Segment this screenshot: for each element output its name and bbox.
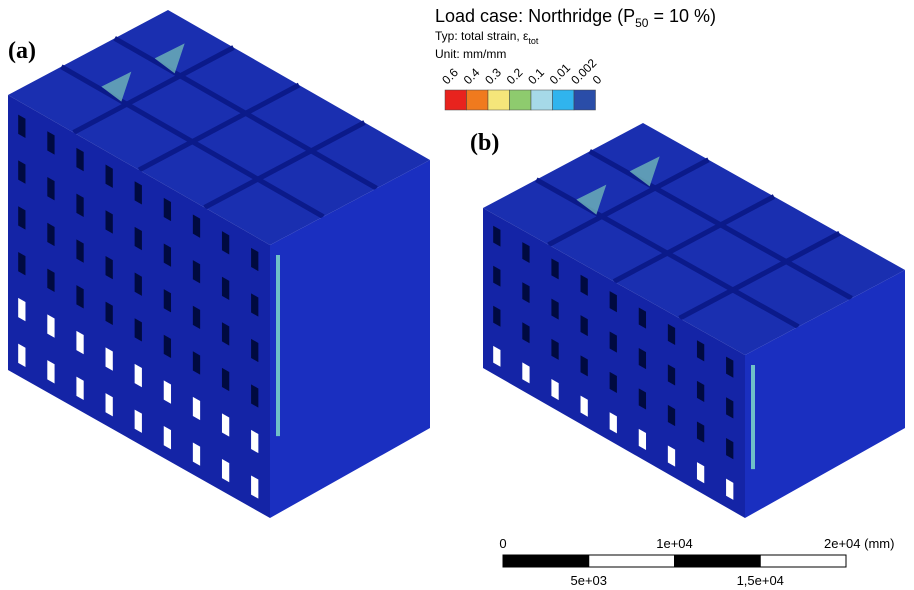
scale-label: 5e+03 [570,573,607,588]
scale-bar: 0 1e+04 2e+04 (mm) 5e+03 1,5e+04 [499,536,894,588]
type-text: Typ: total strain, ε [435,29,529,43]
legend-label: 0.01 [547,60,574,87]
window [47,360,54,383]
legend-swatch [445,90,467,110]
scale-segment [760,555,846,567]
legend-label: 0 [590,72,605,87]
legend-title: Load case: Northridge (P50 = 10 %) [435,6,716,30]
title-text: Load case: Northridge (P [435,6,635,26]
scale-segment [589,555,675,567]
scale-label: 0 [499,536,506,551]
legend-swatch [574,90,596,110]
panel-label: (a) [8,38,36,64]
panel-label: (b) [470,130,499,156]
scale-label: 2e+04 (mm) [824,536,894,551]
legend-label: 0.4 [461,65,483,87]
legend-label: 0.6 [439,65,461,87]
legend-swatch [467,90,489,110]
scale-segment [503,555,589,567]
legend-swatch [531,90,553,110]
legend-unit: Unit: mm/mm [435,47,506,61]
type-subscript: tot [528,36,539,46]
legend-label: 0.1 [525,65,547,87]
legend-swatch [510,90,532,110]
legend-label: 0.3 [482,65,504,87]
buildings [8,10,905,518]
legend-label: 0.2 [504,65,526,87]
legend-swatch [553,90,575,110]
figure: (a) (b) Load case: Northridge (P50 = 10 … [0,0,914,590]
scale-segment [675,555,761,567]
scale-label: 1e+04 [656,536,693,551]
title-subscript: 50 [635,16,649,30]
legend-type: Typ: total strain, εtot [435,29,539,46]
legend-swatch [488,90,510,110]
title-text: = 10 %) [648,6,716,26]
window [18,344,25,367]
scale-label: 1,5e+04 [737,573,784,588]
